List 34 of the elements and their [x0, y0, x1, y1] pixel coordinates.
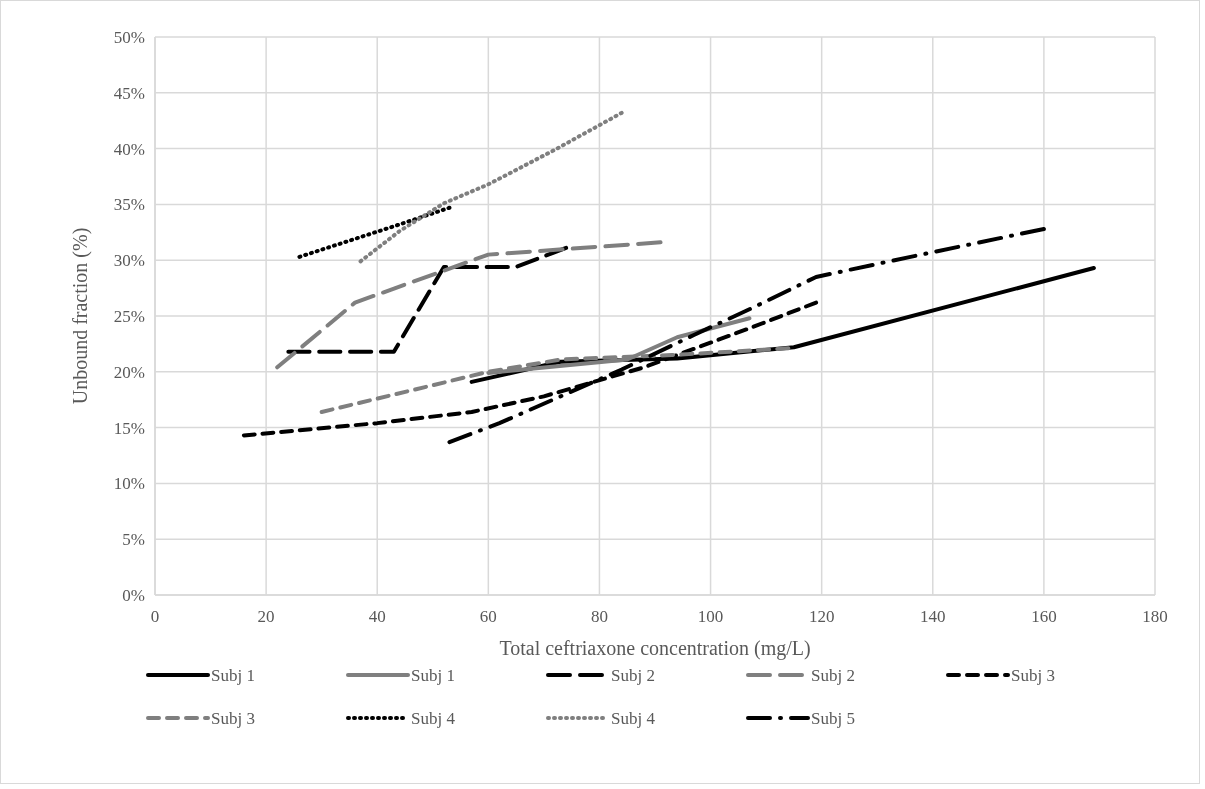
legend-label: Subj 3: [1011, 666, 1055, 685]
legend-label: Subj 3: [211, 709, 255, 728]
y-tick-label: 20%: [113, 362, 145, 382]
line-series: [358, 110, 624, 264]
y-tick-label: 0%: [122, 586, 145, 605]
x-tick-label: 40: [368, 607, 386, 626]
x-tick-label: 80: [590, 607, 608, 626]
x-axis-title: Total ceftriaxone concentration (mg/L): [499, 637, 811, 660]
y-tick-label: 35%: [113, 195, 145, 215]
x-tick-label: 180: [1142, 607, 1168, 626]
x-tick-label: 100: [697, 607, 724, 626]
legend-label: Subj 2: [611, 666, 655, 685]
legend-label: Subj 5: [811, 709, 855, 728]
x-tick-label: 120: [808, 607, 835, 626]
y-tick-label: 15%: [113, 418, 145, 438]
y-tick-label: 30%: [113, 251, 145, 271]
x-tick-label: 60: [479, 607, 497, 626]
legend-label: Subj 1: [411, 666, 455, 685]
x-tick-label: 160: [1031, 607, 1057, 626]
legend-label: Subj 1: [211, 666, 255, 685]
y-tick-label: 40%: [113, 139, 145, 159]
legend-label: Subj 2: [811, 666, 855, 685]
line-series: [275, 240, 663, 370]
y-tick-label: 25%: [113, 307, 145, 326]
y-tick-label: 10%: [113, 474, 145, 494]
y-axis-title: Unbound fraction (%): [69, 227, 92, 405]
legend-label: Subj 4: [411, 709, 456, 728]
y-tick-label: 5%: [122, 530, 145, 550]
x-tick-label: 20: [257, 607, 275, 626]
x-tick-label: 0: [150, 607, 160, 626]
y-tick-label: 45%: [113, 83, 145, 103]
x-tick-label: 140: [920, 607, 946, 626]
legend-label: Subj 4: [611, 709, 656, 728]
y-tick-label: 50%: [113, 28, 145, 47]
